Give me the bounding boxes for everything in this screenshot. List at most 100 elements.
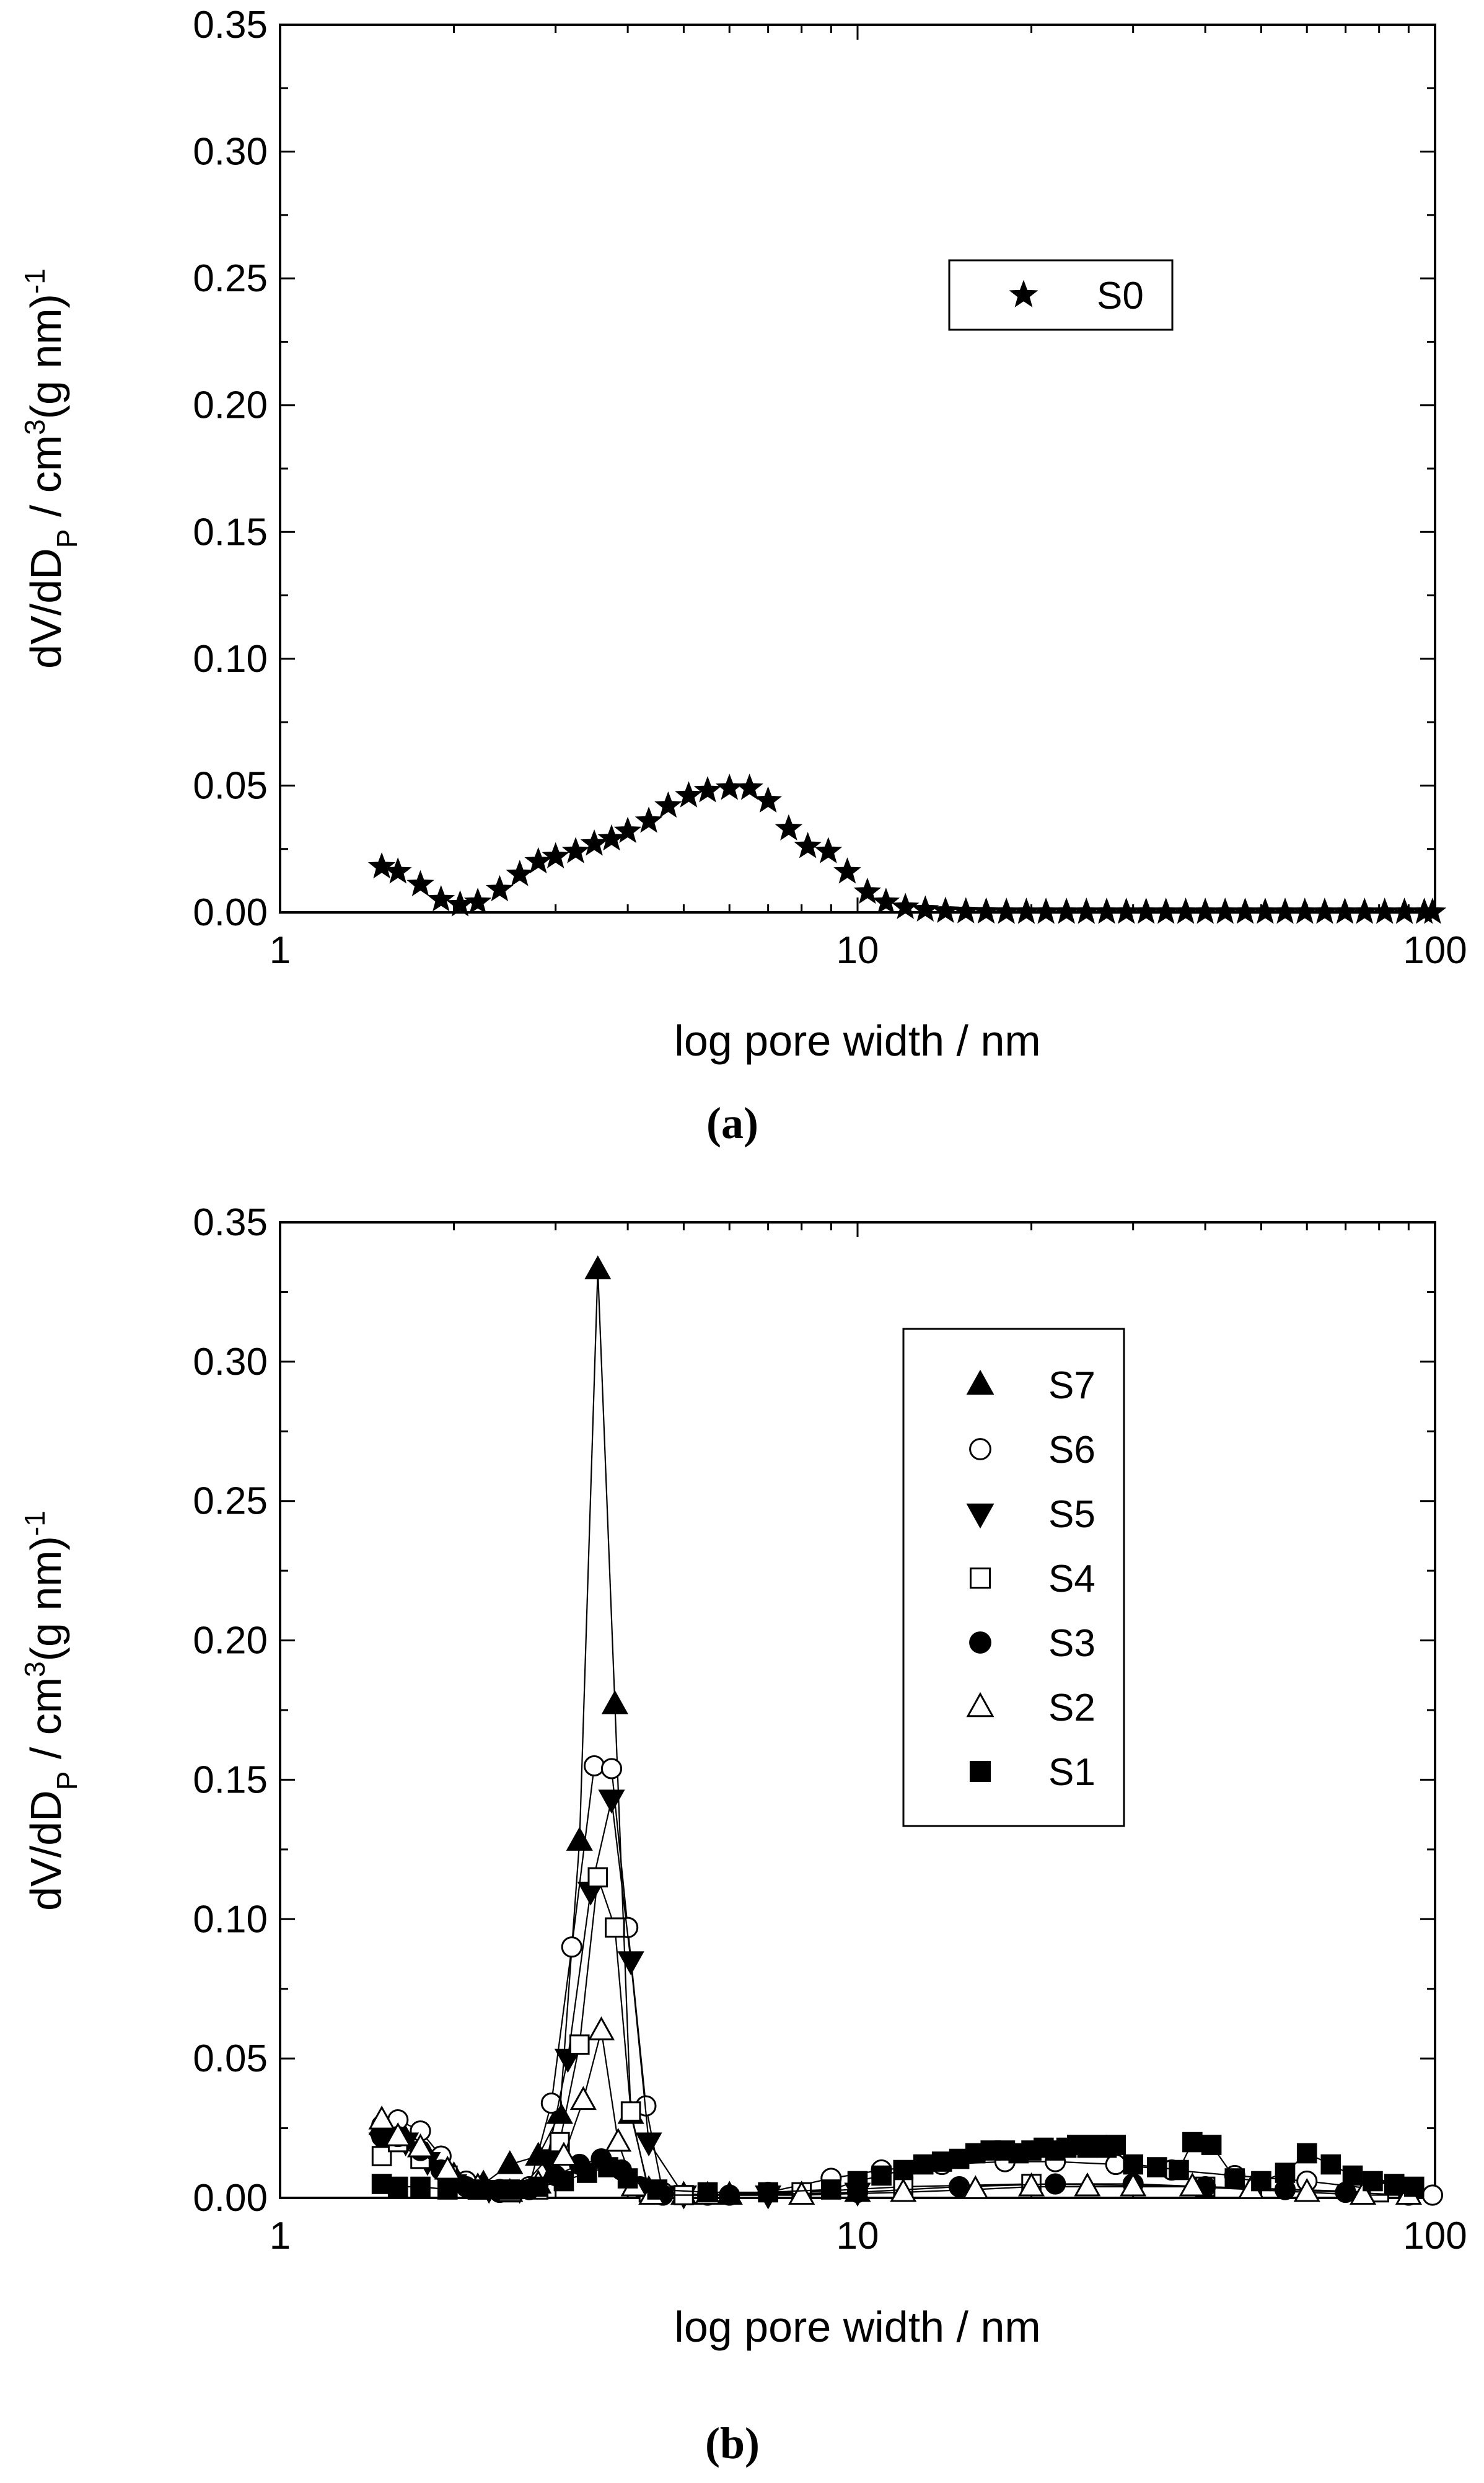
chart-panel-b: 0.00 0.05 0.10 0.15 0.20 0.25 0.30 0.35 1 10 100 l… <box>19 1201 1467 2468</box>
data-point-S2 <box>587 2016 615 2040</box>
data-point-S5 <box>533 2149 561 2174</box>
data-point-S1 <box>1169 2159 1189 2181</box>
legend-marker-S5 <box>966 1503 994 1529</box>
data-point-S1 <box>1296 2143 1317 2164</box>
legend-label-S6: S6 <box>1048 1429 1095 1471</box>
x-tick-label: 10 <box>836 929 879 972</box>
data-point-S6 <box>600 1758 623 1780</box>
y-tick-label: 0.30 <box>193 1341 268 1383</box>
data-point-S0 <box>506 860 534 886</box>
data-point-S1 <box>617 2168 638 2189</box>
data-point-S1 <box>410 2176 431 2197</box>
data-point-S0 <box>853 877 882 904</box>
data-point-S6 <box>1421 2184 1444 2206</box>
y-tick-label: 0.10 <box>193 638 268 681</box>
data-point-S1 <box>1384 2174 1405 2194</box>
data-point-S1 <box>847 2171 868 2192</box>
data-point-S7 <box>584 1255 612 1279</box>
legend-box <box>948 259 1174 331</box>
data-point-S1 <box>1363 2171 1383 2192</box>
data-point-S1 <box>1182 2132 1203 2153</box>
data-point-S1 <box>1342 2165 1363 2186</box>
data-point-S5 <box>554 2049 581 2073</box>
legend-label-S1: S1 <box>1048 1751 1095 1794</box>
axes-ticks-a: 0.00 0.05 0.10 0.15 0.20 0.25 0.30 0.35 1 10 100 <box>193 4 1467 972</box>
data-point-S1 <box>1105 2135 1126 2155</box>
data-point-S2 <box>890 2177 917 2202</box>
data-point-S2 <box>1120 2172 1147 2197</box>
data-point-S0 <box>814 837 843 863</box>
legend-marker-S6 <box>969 1438 991 1460</box>
data-point-S4 <box>587 1867 608 1888</box>
data-point-S1 <box>647 2179 668 2200</box>
data-point-S1 <box>1251 2171 1271 2192</box>
data-point-S4 <box>569 2034 590 2055</box>
data-point-S1 <box>1123 2154 1143 2175</box>
data-point-S0 <box>384 857 412 884</box>
data-point-S1 <box>913 2154 934 2175</box>
data-point-S0 <box>542 842 569 868</box>
data-point-S1 <box>821 2179 841 2200</box>
data-point-S1 <box>387 2176 408 2197</box>
data-point-S0 <box>634 806 663 833</box>
legend-label-S4: S4 <box>1048 1558 1095 1600</box>
data-point-S1 <box>758 2182 778 2203</box>
y-axis-title-b: dV/dDP / cm3(g nm)-1 <box>19 1511 83 1911</box>
data-point-S2 <box>384 2122 411 2146</box>
y-tick-label: 0.00 <box>193 891 268 934</box>
data-point-S7 <box>496 2150 524 2174</box>
x-axis-title-b: log pore width / nm <box>674 2303 1040 2351</box>
data-point-S0 <box>872 888 900 914</box>
legend-label-S5: S5 <box>1048 1493 1095 1536</box>
legend-marker-S2 <box>966 1691 994 1718</box>
data-point-S1 <box>499 2179 520 2200</box>
data-point-S0 <box>931 896 960 923</box>
y-tick-label: 0.15 <box>193 511 268 553</box>
y-tick-label: 0.15 <box>193 1758 268 1801</box>
data-point-S1 <box>697 2182 718 2203</box>
data-point-S6 <box>540 2092 562 2114</box>
y-tick-label: 0.35 <box>193 1201 268 1244</box>
data-point-S0 <box>693 776 722 803</box>
series-S0 <box>367 774 1447 924</box>
data-point-S0 <box>833 857 861 884</box>
data-point-S4 <box>605 1917 625 1938</box>
data-point-S3 <box>1045 2173 1066 2195</box>
data-point-S1 <box>577 2163 597 2183</box>
data-point-S0 <box>754 786 782 813</box>
data-point-S1 <box>1320 2154 1341 2175</box>
x-tick-label: 10 <box>836 2215 879 2257</box>
data-point-S1 <box>1201 2135 1222 2155</box>
data-point-S1 <box>437 2179 458 2200</box>
data-point-S1 <box>893 2159 914 2181</box>
data-point-S2 <box>1293 2177 1320 2202</box>
data-point-S0 <box>406 870 434 896</box>
y-tick-label: 0.05 <box>193 764 268 807</box>
data-point-S0 <box>580 829 608 856</box>
data-point-S7 <box>601 1690 628 1714</box>
data-point-S2 <box>569 2086 597 2110</box>
y-tick-label: 0.30 <box>193 131 268 174</box>
plot-area-a <box>279 24 1436 914</box>
panel-label-b: (b) <box>705 2419 760 2468</box>
chart-panel-a: 0.00 0.05 0.10 0.15 0.20 0.25 0.30 0.35 1 10 100 l… <box>19 4 1467 1148</box>
data-point-S1 <box>931 2151 952 2172</box>
data-point-S0 <box>654 791 682 818</box>
data-point-S0 <box>561 837 590 863</box>
data-point-S2 <box>406 2133 434 2158</box>
legend-marker-S7 <box>966 1369 994 1395</box>
y-tick-label: 0.20 <box>193 1620 268 1662</box>
data-point-S0 <box>775 814 803 840</box>
legend-marker-S0 <box>1009 280 1038 307</box>
data-point-S2 <box>434 2155 461 2180</box>
data-point-S1 <box>598 2157 618 2177</box>
legend-marker-S3 <box>969 1631 991 1654</box>
data-point-S2 <box>1350 2181 1377 2205</box>
x-tick-label: 1 <box>270 2215 291 2257</box>
y-tick-label: 0.20 <box>193 384 268 427</box>
data-point-S0 <box>735 774 763 800</box>
data-point-S1 <box>1224 2168 1245 2189</box>
data-point-S1 <box>467 2179 488 2200</box>
data-point-S0 <box>1418 897 1447 924</box>
